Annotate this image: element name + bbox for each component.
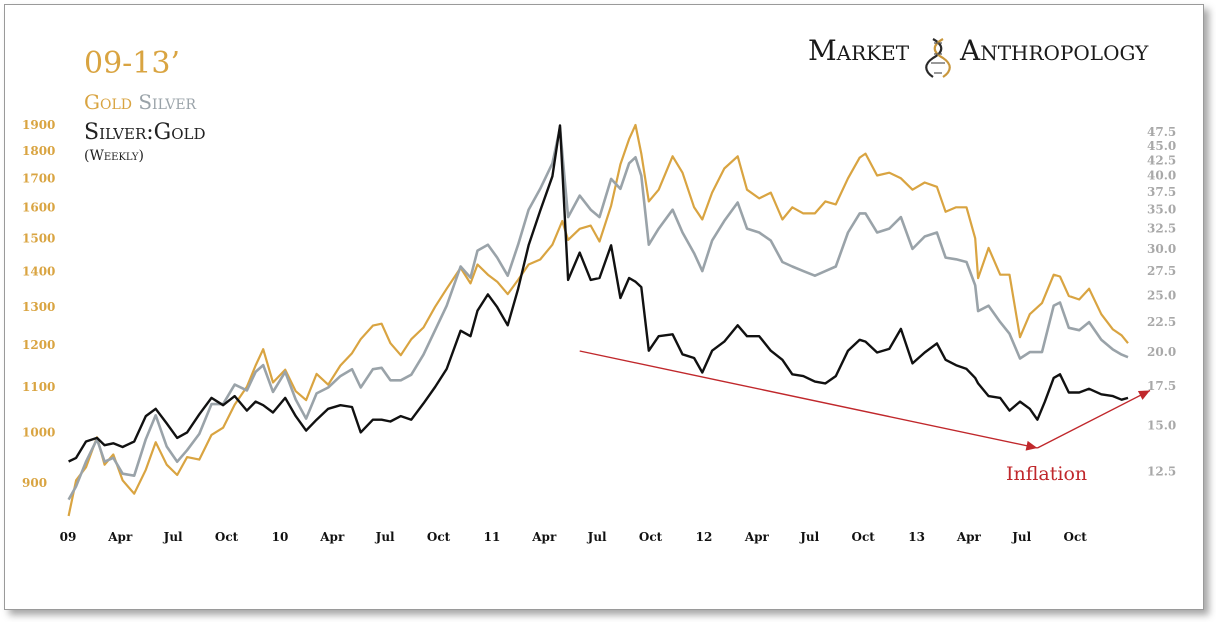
x-axis-tick-label: Apr bbox=[956, 530, 982, 544]
right-axis-tick-label: 17.5 bbox=[1147, 379, 1176, 393]
x-axis-tick-label: 09 bbox=[60, 530, 77, 544]
series-line-silver bbox=[67, 126, 1129, 501]
chart-series-title: Gold Silver bbox=[84, 90, 196, 114]
left-axis-tick-label: 1600 bbox=[22, 200, 55, 214]
left-axis-tick-label: 1700 bbox=[22, 171, 55, 185]
x-axis-tick-label: Jul bbox=[1011, 530, 1031, 544]
right-axis-tick-label: 42.5 bbox=[1147, 153, 1176, 167]
x-axis-tick-label: Jul bbox=[587, 530, 607, 544]
right-axis-tick-label: 22.5 bbox=[1147, 315, 1176, 329]
x-axis-tick-label: 12 bbox=[696, 530, 713, 544]
left-axis-tick-label: 1200 bbox=[22, 338, 55, 352]
right-axis-tick-label: 12.5 bbox=[1147, 465, 1176, 479]
series-line-gold bbox=[67, 123, 1129, 517]
right-axis-tick-label: 45.0 bbox=[1147, 139, 1176, 153]
x-axis-tick-label: Jul bbox=[375, 530, 395, 544]
annotation-arrow-up bbox=[1037, 389, 1151, 449]
x-axis-tick-label: 13 bbox=[908, 530, 925, 544]
left-axis-tick-label: 1100 bbox=[22, 380, 55, 394]
chart-period-title: 09-13’ bbox=[84, 46, 181, 81]
left-axis-tick-label: 1800 bbox=[22, 144, 55, 158]
left-axis-tick-label: 1400 bbox=[22, 264, 55, 278]
x-axis-tick-label: Oct bbox=[427, 530, 451, 544]
annotation-arrowhead-down bbox=[1025, 440, 1038, 451]
right-axis-tick-label: 15.0 bbox=[1147, 418, 1176, 432]
x-axis-tick-label: Apr bbox=[319, 530, 345, 544]
silver-series-title: Silver bbox=[138, 90, 197, 114]
x-axis-tick-label: 11 bbox=[484, 530, 501, 544]
dna-helix-icon bbox=[925, 38, 951, 78]
right-axis-tick-label: 37.5 bbox=[1147, 185, 1176, 199]
annotation-label: Inflation bbox=[1006, 463, 1087, 485]
x-axis-tick-label: Oct bbox=[215, 530, 239, 544]
frequency-label: (Weekly) bbox=[84, 148, 144, 164]
brand-right-text: Anthropology bbox=[960, 34, 1149, 67]
x-axis-tick-label: 10 bbox=[272, 530, 289, 544]
left-axis-tick-label: 1300 bbox=[22, 300, 55, 314]
gold-series-title: Gold bbox=[84, 90, 132, 114]
left-axis-tick-label: 1900 bbox=[22, 118, 55, 132]
right-axis-tick-label: 47.5 bbox=[1147, 125, 1176, 139]
left-axis-tick-label: 900 bbox=[22, 476, 47, 490]
x-axis-tick-label: Oct bbox=[851, 530, 875, 544]
left-axis-tick-label: 1500 bbox=[22, 231, 55, 245]
x-axis-tick-label: Jul bbox=[163, 530, 183, 544]
ratio-series-title: Silver:Gold bbox=[84, 120, 206, 145]
series-line-silver-gold bbox=[68, 124, 1129, 463]
right-axis-tick-label: 25.0 bbox=[1147, 288, 1176, 302]
right-axis-tick-label: 35.0 bbox=[1147, 203, 1176, 217]
right-axis-tick-label: 30.0 bbox=[1147, 242, 1176, 256]
right-axis-tick-label: 27.5 bbox=[1147, 264, 1176, 278]
x-axis-tick-label: Oct bbox=[1063, 530, 1087, 544]
left-axis-tick-label: 1000 bbox=[22, 425, 55, 439]
annotation-arrow-down bbox=[579, 350, 1038, 449]
x-axis-tick-label: Oct bbox=[639, 530, 663, 544]
right-axis-tick-label: 20.0 bbox=[1147, 345, 1176, 359]
x-axis-tick-label: Apr bbox=[107, 530, 133, 544]
right-axis-tick-label: 40.0 bbox=[1147, 169, 1176, 183]
x-axis-tick-label: Jul bbox=[799, 530, 819, 544]
annotation-arrowhead-up bbox=[1137, 390, 1150, 400]
x-axis-tick-label: Apr bbox=[744, 530, 770, 544]
brand-left-text: Market bbox=[808, 34, 910, 67]
right-axis-tick-label: 32.5 bbox=[1147, 222, 1176, 236]
x-axis-tick-label: Apr bbox=[531, 530, 557, 544]
chart-frame bbox=[4, 4, 1204, 610]
